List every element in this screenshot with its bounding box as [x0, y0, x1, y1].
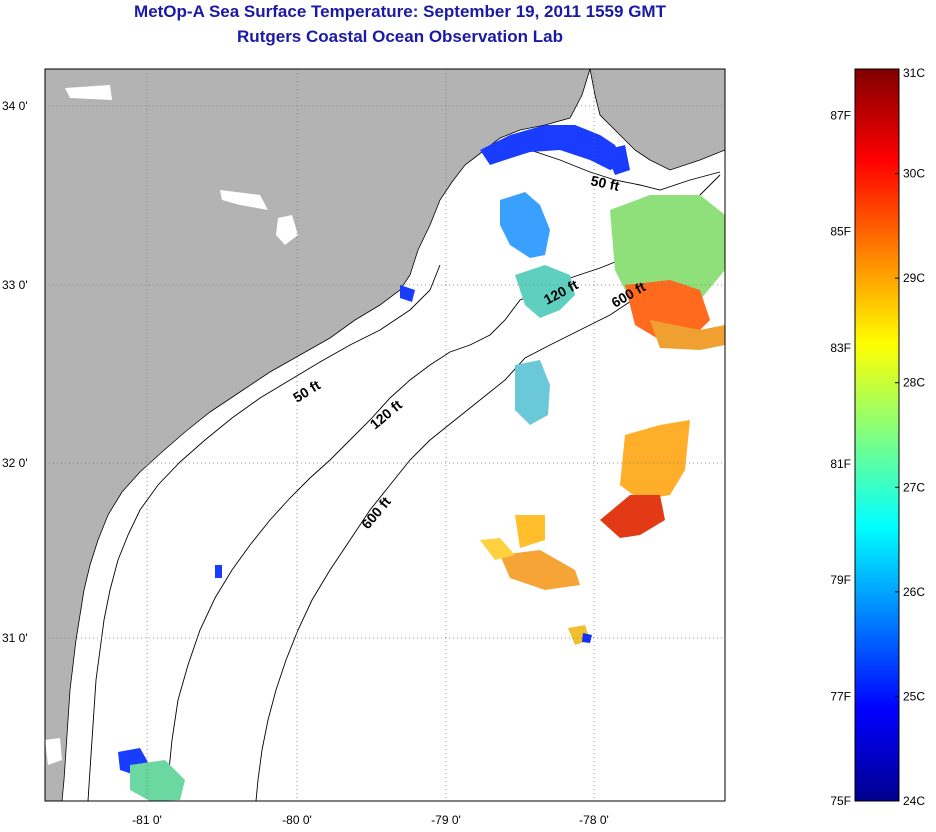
depth-contour-50ft [87, 144, 721, 801]
colorbar-celsius-label: 27C [903, 480, 925, 494]
colorbar-fahrenheit-label: 81F [830, 457, 851, 471]
lon-label-81: -81 0' [132, 813, 162, 827]
contour-label-50ft-north: 50 ft [589, 172, 621, 194]
colorbar-fahrenheit-label: 83F [830, 341, 851, 355]
map-subtitle: Rutgers Coastal Ocean Observation Lab [237, 27, 563, 46]
land-mass-northeast [589, 69, 725, 171]
colorbar-celsius-label: 26C [903, 585, 925, 599]
map-frame [44, 68, 726, 802]
colorbar: 31C 30C 29C 28C 27C 26C 25C 24C 87F 85F 83F 81F 79F… [830, 66, 925, 808]
lat-label-33: 33 0' [2, 278, 28, 292]
depth-contour-600ft [255, 234, 725, 801]
map-title: MetOp-A Sea Surface Temperature: Septemb… [134, 2, 666, 21]
colorbar-fahrenheit-label: 75F [830, 794, 851, 808]
lon-label-80: -80 0' [282, 813, 312, 827]
lon-axis: -81 0' -80 0' -79 0' -78 0' [132, 813, 609, 827]
colorbar-celsius-label: 28C [903, 376, 925, 390]
lat-label-32: 32 0' [2, 456, 28, 470]
colorbar-gradient [854, 68, 900, 802]
lon-label-78: -78 0' [579, 813, 609, 827]
lat-label-31: 31 0' [2, 631, 28, 645]
colorbar-celsius-label: 24C [903, 794, 925, 808]
colorbar-celsius-label: 25C [903, 689, 925, 703]
colorbar-celsius-label: 29C [903, 271, 925, 285]
sst-data-layer [118, 125, 725, 801]
colorbar-celsius-label: 30C [903, 167, 925, 181]
map-grid [45, 69, 725, 801]
colorbar-fahrenheit-label: 79F [830, 573, 851, 587]
colorbar-fahrenheit-label: 77F [830, 689, 851, 703]
lon-label-79: -79 0' [431, 813, 461, 827]
colorbar-celsius-label: 31C [903, 66, 925, 80]
lat-axis: 34 0' 33 0' 32 0' 31 0' [2, 99, 28, 645]
colorbar-fahrenheit-label: 87F [830, 108, 851, 122]
lat-label-34: 34 0' [2, 99, 28, 113]
colorbar-fahrenheit-label: 85F [830, 225, 851, 239]
